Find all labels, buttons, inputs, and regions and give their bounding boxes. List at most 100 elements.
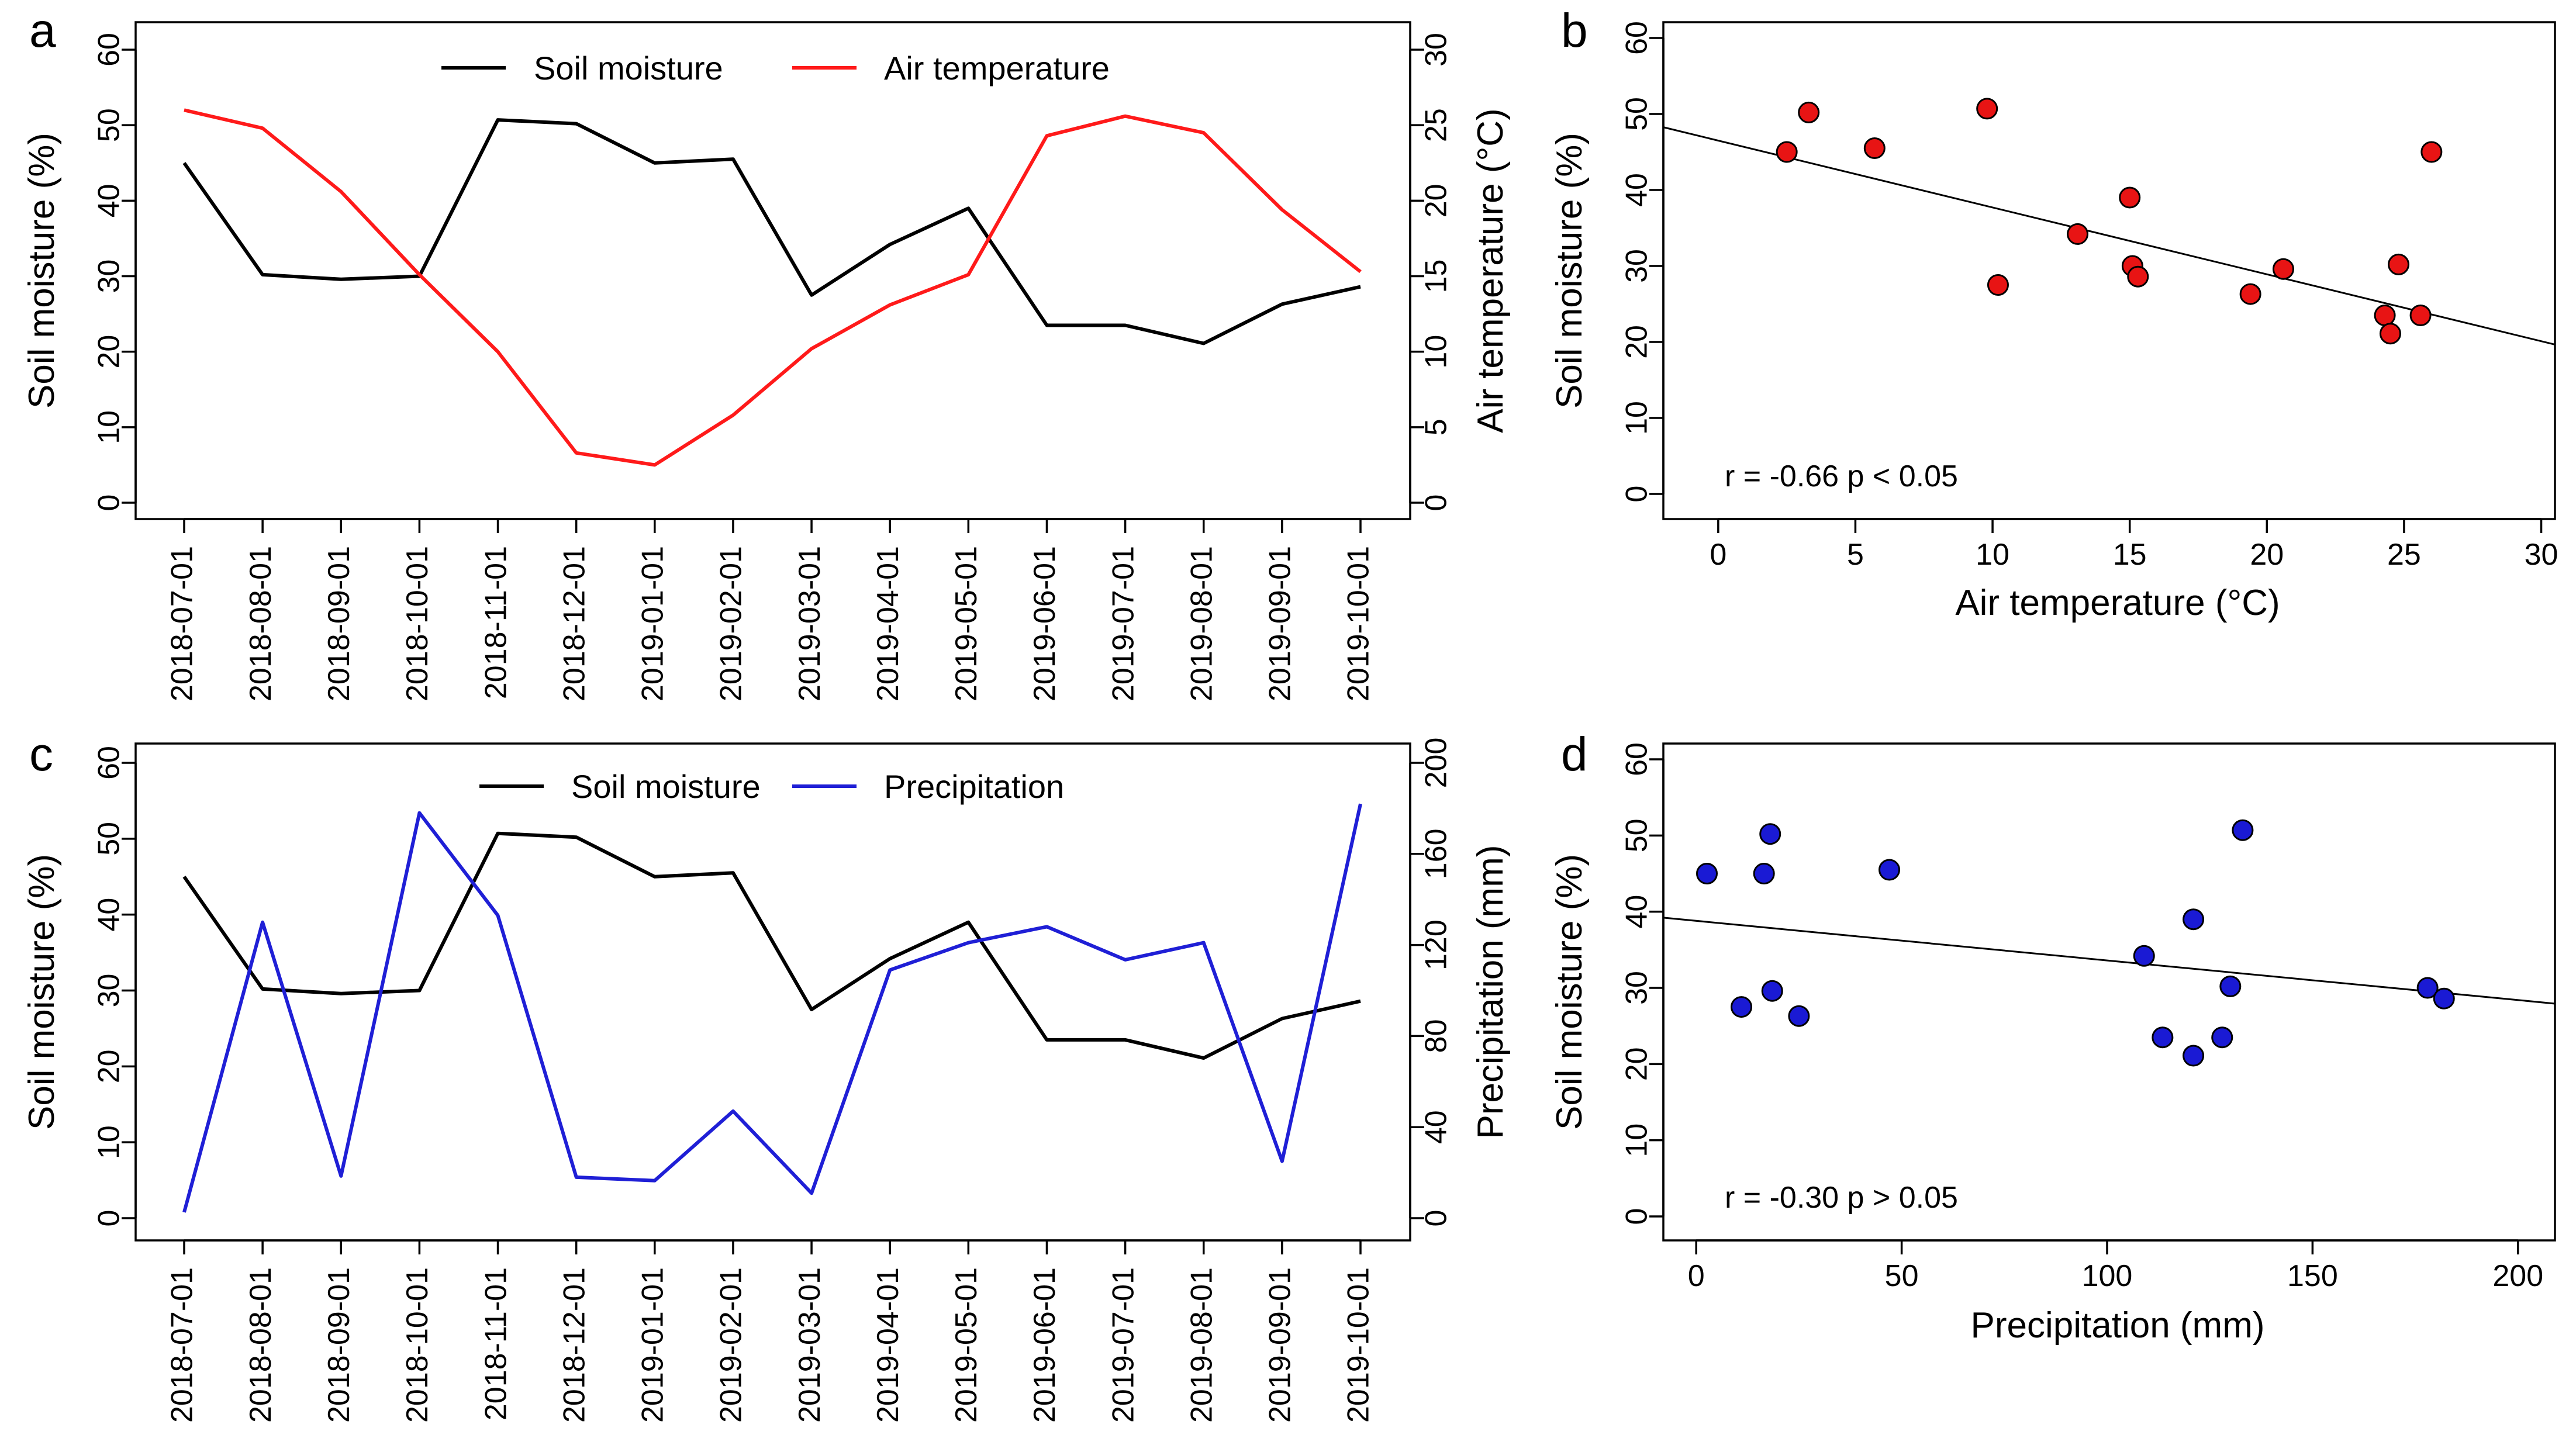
x-tick-label: 2019-04-01	[871, 546, 905, 701]
x-tick-label: 30	[2525, 538, 2558, 572]
y-tick-label: 0	[1620, 1208, 1654, 1225]
legend-precip-label: Precipitation	[884, 768, 1064, 805]
y-tick-label-left: 40	[92, 898, 126, 932]
panel-b-y-axis-title: Soil moisture (%)	[1549, 133, 1590, 409]
scatter-point	[1776, 141, 1798, 163]
scatter-point	[2067, 223, 2089, 245]
y-tick-label: 50	[1620, 818, 1654, 852]
legend-soil-label: Soil moisture	[534, 50, 723, 87]
y-tick-label-left: 30	[92, 260, 126, 293]
scatter-point	[2152, 1026, 2174, 1049]
x-tick-label: 2019-05-01	[949, 1267, 983, 1423]
scatter-point	[2433, 987, 2455, 1010]
x-tick-label: 10	[1976, 538, 2009, 572]
x-tick-label: 50	[1885, 1259, 1919, 1293]
y-tick-label-left: 0	[92, 1210, 126, 1227]
y-tick-label-right: 0	[1420, 495, 1453, 511]
x-tick-label: 2018-10-01	[400, 546, 434, 701]
y-tick-label: 30	[1620, 971, 1654, 1005]
panel-d-y-axis-title: Soil moisture (%)	[1549, 854, 1590, 1130]
x-tick-label: 2018-12-01	[557, 1267, 591, 1423]
y-tick-label: 60	[1620, 21, 1654, 55]
y-tick-label-right: 160	[1420, 828, 1453, 879]
y-tick-label-left: 10	[92, 1125, 126, 1159]
x-tick-label: 20	[2250, 538, 2284, 572]
scatter-point	[1696, 863, 1718, 884]
scatter-point	[1976, 98, 1998, 120]
scatter-point	[2239, 283, 2261, 305]
scatter-point	[2219, 975, 2242, 997]
panel-d-correlation-text: r = -0.30 p > 0.05	[1725, 1181, 1958, 1215]
x-tick-label: 2018-11-01	[479, 1267, 513, 1420]
y-tick-label-left: 60	[92, 746, 126, 780]
x-tick-label: 2019-07-01	[1106, 1267, 1140, 1423]
scatter-point	[1987, 274, 2009, 296]
y-tick-label: 50	[1620, 97, 1654, 131]
x-tick-label: 0	[1710, 538, 1726, 572]
y-tick-label-right: 15	[1420, 260, 1453, 293]
scatter-point	[1761, 980, 1783, 1002]
legend-soil-label: Soil moisture	[571, 768, 761, 805]
x-tick-label: 2018-10-01	[400, 1267, 434, 1423]
x-tick-label: 2018-09-01	[322, 546, 356, 701]
y-tick-label-right: 20	[1420, 184, 1453, 217]
x-tick-label: 2018-08-01	[244, 1267, 278, 1423]
scatter-point	[2133, 945, 2155, 967]
x-tick-label: 2019-09-01	[1263, 546, 1297, 701]
scatter-point	[1753, 863, 1775, 884]
x-tick-label: 25	[2387, 538, 2421, 572]
y-tick-label: 40	[1620, 895, 1654, 929]
scatter-point	[1863, 137, 1886, 159]
scatter-point	[2379, 323, 2401, 345]
scatter-point	[2416, 977, 2439, 999]
x-tick-label: 2018-07-01	[165, 1267, 199, 1423]
panel-d-scatter-chart: d Soil moisture (%) Precipitation (mm) r…	[1549, 728, 2556, 1346]
x-tick-label: 2019-07-01	[1106, 546, 1140, 701]
regression-line	[1663, 917, 2556, 1005]
x-tick-label: 5	[1847, 538, 1864, 572]
panel-a-y2-axis-title: Air temperature (°C)	[1470, 108, 1511, 433]
y-tick-label-left: 30	[92, 974, 126, 1008]
x-tick-label: 2018-09-01	[322, 1267, 356, 1423]
y-tick-label-right: 80	[1420, 1019, 1453, 1053]
y-tick-label-left: 10	[92, 410, 126, 444]
scatter-point	[2232, 819, 2254, 841]
y-tick-label-right: 25	[1420, 108, 1453, 142]
y-tick-label: 10	[1620, 401, 1654, 435]
x-tick-label: 2019-02-01	[714, 1267, 748, 1423]
y-tick-label-left: 0	[92, 495, 126, 511]
panel-b-correlation-text: r = -0.66 p < 0.05	[1725, 459, 1958, 493]
y-tick-label-left: 20	[92, 335, 126, 369]
y-tick-label-right: 40	[1420, 1110, 1453, 1144]
y-tick-label: 40	[1620, 173, 1654, 207]
x-tick-label: 2019-01-01	[636, 546, 670, 701]
y-tick-label-left: 60	[92, 33, 126, 67]
x-tick-label: 2019-01-01	[636, 1267, 670, 1423]
series-line-precipitation	[182, 803, 1362, 1213]
x-tick-label: 2019-06-01	[1028, 546, 1062, 701]
y-tick-label-left: 50	[92, 108, 126, 142]
series-line-soil-moisture	[182, 118, 1361, 345]
panel-c-y-axis-title: Soil moisture (%)	[22, 854, 62, 1130]
y-tick-label-left: 50	[92, 822, 126, 856]
scatter-point	[2183, 1045, 2205, 1067]
x-tick-label: 2019-08-01	[1185, 546, 1218, 701]
x-tick-label: 100	[2082, 1259, 2133, 1293]
x-tick-label: 2019-10-01	[1342, 546, 1376, 701]
y-tick-label: 30	[1620, 249, 1654, 283]
regression-line	[1663, 126, 2556, 345]
x-tick-label: 2019-09-01	[1263, 1267, 1297, 1423]
x-tick-label: 2019-04-01	[871, 1267, 905, 1423]
x-tick-label: 2018-08-01	[244, 546, 278, 701]
panel-a-legend: Soil moisture Air temperature	[441, 50, 1110, 87]
y-tick-label: 0	[1620, 486, 1654, 503]
x-tick-label: 15	[2113, 538, 2147, 572]
y-tick-label: 60	[1620, 742, 1654, 776]
x-tick-label: 2019-10-01	[1342, 1267, 1376, 1423]
y-tick-label-left: 20	[92, 1049, 126, 1083]
panel-d-label: d	[1561, 728, 1588, 781]
scatter-point	[2374, 305, 2396, 326]
y-tick-label: 10	[1620, 1123, 1654, 1157]
scatter-point	[2272, 258, 2294, 280]
panel-c-legend: Soil moisture Precipitation	[479, 768, 1064, 805]
